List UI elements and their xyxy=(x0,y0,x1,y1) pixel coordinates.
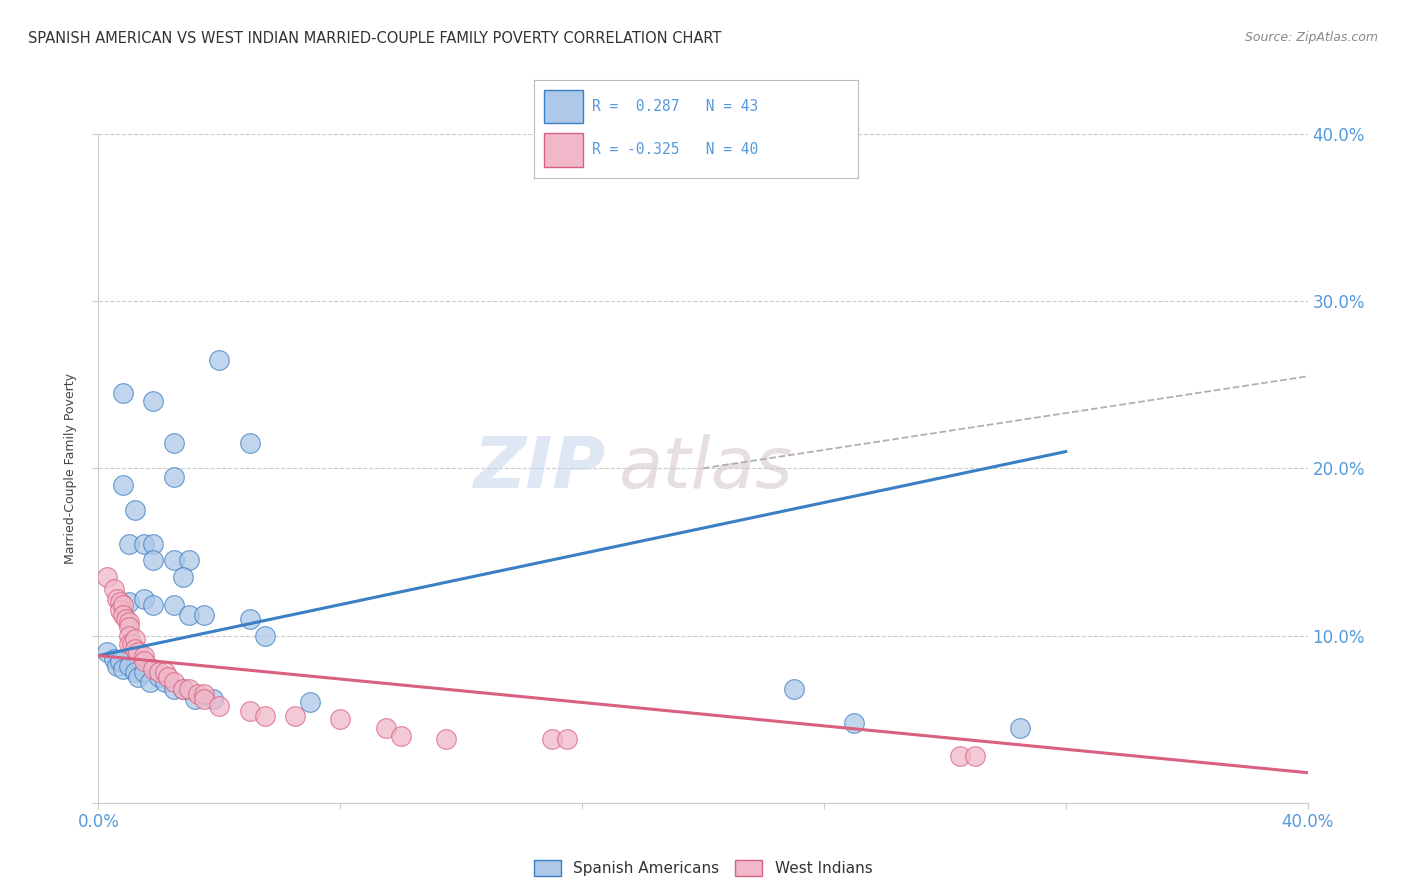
Point xyxy=(124,642,146,657)
Point xyxy=(103,582,125,596)
Point xyxy=(108,603,131,617)
Point xyxy=(1010,721,1032,735)
Point xyxy=(108,654,131,668)
Point xyxy=(163,436,186,450)
Point xyxy=(179,681,201,696)
Point xyxy=(172,681,194,696)
Text: atlas: atlas xyxy=(619,434,793,503)
Point xyxy=(540,732,562,747)
Point xyxy=(153,665,176,680)
Point xyxy=(118,615,141,630)
Point xyxy=(132,536,155,550)
Point xyxy=(284,708,307,723)
Point xyxy=(374,721,396,735)
Point xyxy=(555,732,578,747)
Point xyxy=(118,536,141,550)
Point xyxy=(118,658,141,673)
Text: SPANISH AMERICAN VS WEST INDIAN MARRIED-COUPLE FAMILY POVERTY CORRELATION CHART: SPANISH AMERICAN VS WEST INDIAN MARRIED-… xyxy=(28,31,721,46)
Text: R =  0.287   N = 43: R = 0.287 N = 43 xyxy=(592,99,759,114)
Point xyxy=(163,681,186,696)
Point xyxy=(208,352,231,367)
Point xyxy=(139,675,162,690)
Point xyxy=(105,591,128,606)
Y-axis label: Married-Couple Family Poverty: Married-Couple Family Poverty xyxy=(63,373,77,564)
Point xyxy=(163,469,186,483)
Point xyxy=(127,670,149,684)
Point xyxy=(389,729,412,743)
Point xyxy=(239,612,262,626)
Point xyxy=(111,599,134,613)
Point xyxy=(118,628,141,642)
Point xyxy=(844,715,866,730)
Point xyxy=(208,698,231,713)
Point xyxy=(202,692,225,706)
Point xyxy=(965,749,987,764)
Point xyxy=(163,553,186,567)
Point xyxy=(132,665,155,680)
Point xyxy=(142,599,165,613)
Point xyxy=(96,570,118,584)
Point xyxy=(179,553,201,567)
Bar xyxy=(544,133,583,167)
Point xyxy=(179,608,201,623)
Point xyxy=(239,436,262,450)
Point xyxy=(434,732,457,747)
Legend: Spanish Americans, West Indians: Spanish Americans, West Indians xyxy=(527,854,879,882)
Point xyxy=(96,645,118,659)
Point xyxy=(132,648,155,663)
Point xyxy=(148,665,170,680)
Point xyxy=(239,704,262,718)
Point xyxy=(783,681,806,696)
Point xyxy=(132,591,155,606)
Point xyxy=(118,637,141,651)
Point xyxy=(121,637,143,651)
Point xyxy=(132,654,155,668)
Point xyxy=(156,670,179,684)
Bar xyxy=(544,90,583,123)
Point xyxy=(299,696,322,710)
Point xyxy=(329,712,352,726)
Point xyxy=(142,662,165,676)
Point xyxy=(105,658,128,673)
Point xyxy=(193,608,215,623)
Point xyxy=(184,692,207,706)
Point xyxy=(124,665,146,680)
Point xyxy=(187,687,209,701)
Point xyxy=(124,632,146,646)
Point xyxy=(193,692,215,706)
Point xyxy=(142,536,165,550)
Point xyxy=(172,681,194,696)
Point xyxy=(949,749,972,764)
Point xyxy=(114,612,136,626)
Point xyxy=(111,608,134,623)
Point xyxy=(253,708,276,723)
Point xyxy=(142,553,165,567)
Text: R = -0.325   N = 40: R = -0.325 N = 40 xyxy=(592,143,759,158)
Text: Source: ZipAtlas.com: Source: ZipAtlas.com xyxy=(1244,31,1378,45)
Point xyxy=(193,687,215,701)
Point xyxy=(163,599,186,613)
Point xyxy=(111,478,134,492)
Text: ZIP: ZIP xyxy=(474,434,606,503)
Point xyxy=(124,503,146,517)
Point xyxy=(118,595,141,609)
Point xyxy=(118,620,141,634)
Point xyxy=(153,675,176,690)
Point xyxy=(172,570,194,584)
Point xyxy=(111,386,134,401)
Point xyxy=(108,595,131,609)
Point xyxy=(253,628,276,642)
Point xyxy=(127,645,149,659)
Point xyxy=(103,652,125,666)
Point xyxy=(142,394,165,409)
Point xyxy=(163,675,186,690)
Point xyxy=(111,662,134,676)
Point xyxy=(148,670,170,684)
